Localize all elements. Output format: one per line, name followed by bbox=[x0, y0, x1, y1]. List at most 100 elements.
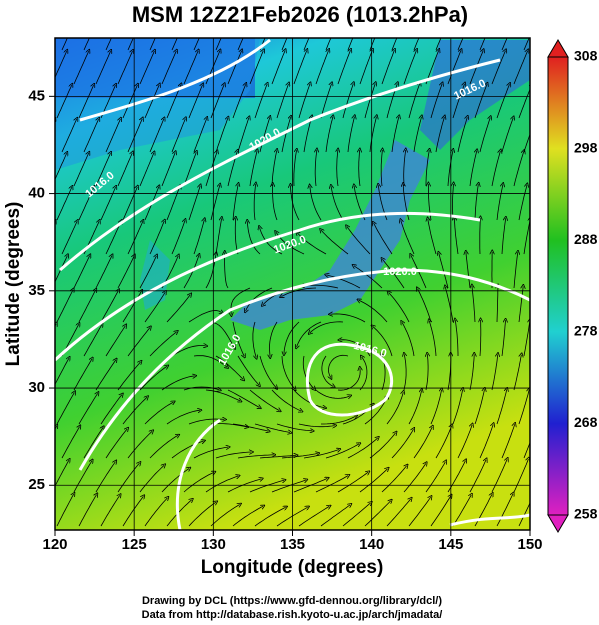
streamline bbox=[439, 253, 449, 289]
streamline bbox=[235, 218, 239, 255]
streamline bbox=[474, 184, 478, 221]
streamline bbox=[382, 259, 405, 289]
streamline bbox=[215, 355, 243, 379]
streamline bbox=[40, 221, 55, 254]
streamline bbox=[117, 51, 133, 85]
streamline bbox=[513, 459, 528, 493]
streamline bbox=[95, 360, 116, 391]
credit: Drawing by DCL (https://www.gfd-dennou.o… bbox=[142, 595, 442, 607]
streamline bbox=[149, 38, 156, 51]
streamline bbox=[210, 321, 234, 348]
streamline bbox=[337, 50, 351, 85]
streamline bbox=[95, 462, 115, 493]
contour-label: 1020.0 bbox=[383, 266, 417, 278]
streamline bbox=[83, 119, 99, 153]
streamline bbox=[466, 252, 471, 289]
streamline bbox=[281, 117, 291, 153]
streamline bbox=[298, 84, 310, 119]
streamline bbox=[139, 256, 156, 289]
axes: 120 125 130 135 140 145 150 25 30 35 40 45 258 268 278… bbox=[28, 48, 597, 553]
streamline bbox=[501, 218, 506, 255]
streamline bbox=[426, 354, 428, 391]
streamline bbox=[254, 184, 256, 221]
streamline bbox=[30, 51, 45, 84]
streamline bbox=[270, 321, 278, 357]
streamline bbox=[315, 150, 317, 187]
streamline bbox=[480, 320, 481, 357]
streamline bbox=[374, 223, 393, 255]
streamline bbox=[254, 84, 267, 119]
streamline bbox=[474, 389, 485, 425]
streamline bbox=[457, 117, 467, 153]
streamline bbox=[479, 425, 493, 459]
streamline bbox=[83, 325, 102, 357]
streamline bbox=[232, 84, 246, 119]
streamline bbox=[247, 221, 261, 255]
streamline bbox=[359, 50, 372, 85]
streamline bbox=[518, 390, 529, 425]
streamline bbox=[523, 38, 530, 51]
streamline bbox=[193, 220, 204, 255]
streamline bbox=[381, 150, 382, 187]
streamline bbox=[105, 38, 112, 51]
streamline bbox=[536, 355, 545, 390]
streamline bbox=[122, 187, 137, 221]
streamline bbox=[183, 255, 199, 289]
streamline bbox=[61, 119, 77, 153]
streamline bbox=[541, 287, 548, 322]
streamline bbox=[260, 227, 283, 255]
streamline bbox=[354, 266, 383, 289]
colorbar-tick-label: 308 bbox=[574, 48, 598, 64]
streamline bbox=[381, 466, 407, 493]
streamline bbox=[40, 119, 55, 152]
streamline bbox=[117, 256, 134, 289]
streamline bbox=[78, 85, 94, 119]
streamline bbox=[276, 423, 312, 431]
streamline bbox=[281, 453, 318, 459]
streamline bbox=[303, 117, 312, 153]
streamline bbox=[259, 455, 296, 459]
streamline bbox=[281, 287, 317, 297]
streamline bbox=[35, 494, 51, 526]
streamline bbox=[149, 221, 164, 255]
streamline bbox=[469, 151, 477, 187]
streamline bbox=[193, 118, 207, 153]
streamline bbox=[568, 17, 583, 50]
x-tick-label: 120 bbox=[42, 536, 67, 553]
streamline bbox=[435, 38, 442, 51]
streamline bbox=[413, 117, 422, 153]
streamline bbox=[491, 355, 498, 391]
streamline bbox=[455, 320, 459, 356]
streamline bbox=[321, 355, 334, 387]
streamline bbox=[210, 504, 240, 527]
streamline bbox=[95, 256, 112, 289]
streamline bbox=[139, 153, 154, 187]
streamline bbox=[337, 150, 338, 187]
streamline bbox=[408, 84, 420, 119]
streamline bbox=[161, 153, 175, 187]
y-tick-label: 25 bbox=[28, 476, 45, 493]
streamline bbox=[188, 419, 224, 425]
streamline bbox=[320, 505, 350, 527]
streamline bbox=[297, 233, 327, 255]
streamline bbox=[408, 390, 422, 425]
streamline bbox=[513, 151, 524, 187]
streamline bbox=[105, 119, 120, 153]
streamline bbox=[183, 152, 196, 187]
streamline bbox=[359, 150, 360, 187]
streamline bbox=[144, 402, 173, 425]
streamline bbox=[321, 230, 349, 255]
streamline bbox=[139, 465, 164, 493]
streamline bbox=[404, 150, 406, 187]
streamline bbox=[435, 117, 444, 153]
streamline bbox=[171, 220, 185, 255]
streamline bbox=[61, 221, 77, 255]
streamline bbox=[225, 253, 229, 289]
streamline bbox=[369, 433, 396, 459]
map-area: 1016.01020.01020.01016.01016.01020.01016… bbox=[30, 17, 583, 530]
streamline bbox=[205, 389, 240, 401]
streamline bbox=[61, 427, 80, 459]
streamline bbox=[237, 118, 249, 153]
streamline bbox=[171, 119, 185, 153]
streamline bbox=[298, 424, 335, 427]
